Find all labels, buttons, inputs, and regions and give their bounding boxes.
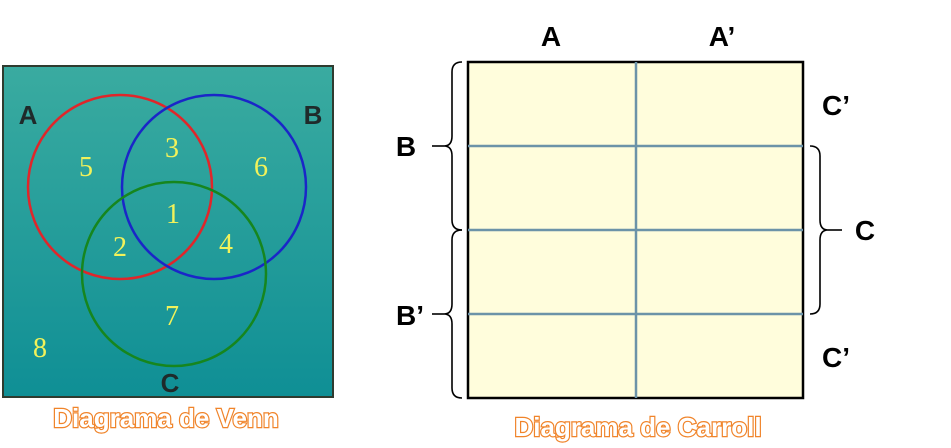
venn-circle-b (120, 93, 308, 281)
venn-region-a-and-b: 3 (165, 133, 179, 164)
carroll-row-label-b-prime: B’ (396, 300, 424, 331)
venn-diagram: A B C 5 3 6 1 2 4 7 8 Diagrama de Venn (2, 65, 334, 434)
venn-circle-a (26, 93, 214, 281)
carroll-row-label-b: B (396, 131, 416, 162)
venn-region-only-b: 6 (254, 152, 268, 183)
carroll-diagram: A A’ B B’ C’ C C’ Diagrama de Carroll (396, 21, 875, 443)
brace-b-prime (443, 229, 463, 399)
venn-region-only-c: 7 (165, 301, 179, 332)
venn-label-b: B (304, 100, 323, 130)
carroll-row-label-c-prime-bottom: C’ (822, 342, 850, 373)
brace-b (443, 61, 463, 231)
brace-c (809, 145, 829, 315)
venn-caption: Diagrama de Venn (53, 403, 278, 433)
venn-region-a-and-c: 2 (113, 232, 127, 263)
venn-region-outside: 8 (33, 333, 47, 364)
venn-label-a: A (19, 100, 38, 130)
carroll-caption: Diagrama de Carroll (514, 412, 761, 442)
venn-region-a-b-c: 1 (166, 199, 180, 230)
venn-circle-c (80, 180, 268, 368)
carroll-row-label-c: C (855, 215, 875, 246)
carroll-row-label-c-prime-top: C’ (822, 90, 850, 121)
carroll-column-label-a-prime: A’ (709, 21, 735, 52)
venn-region-b-and-c: 4 (219, 229, 233, 260)
venn-label-c: C (161, 368, 180, 398)
carroll-column-label-a: A (541, 21, 561, 52)
venn-universe (2, 65, 334, 398)
venn-region-only-a: 5 (79, 152, 93, 183)
